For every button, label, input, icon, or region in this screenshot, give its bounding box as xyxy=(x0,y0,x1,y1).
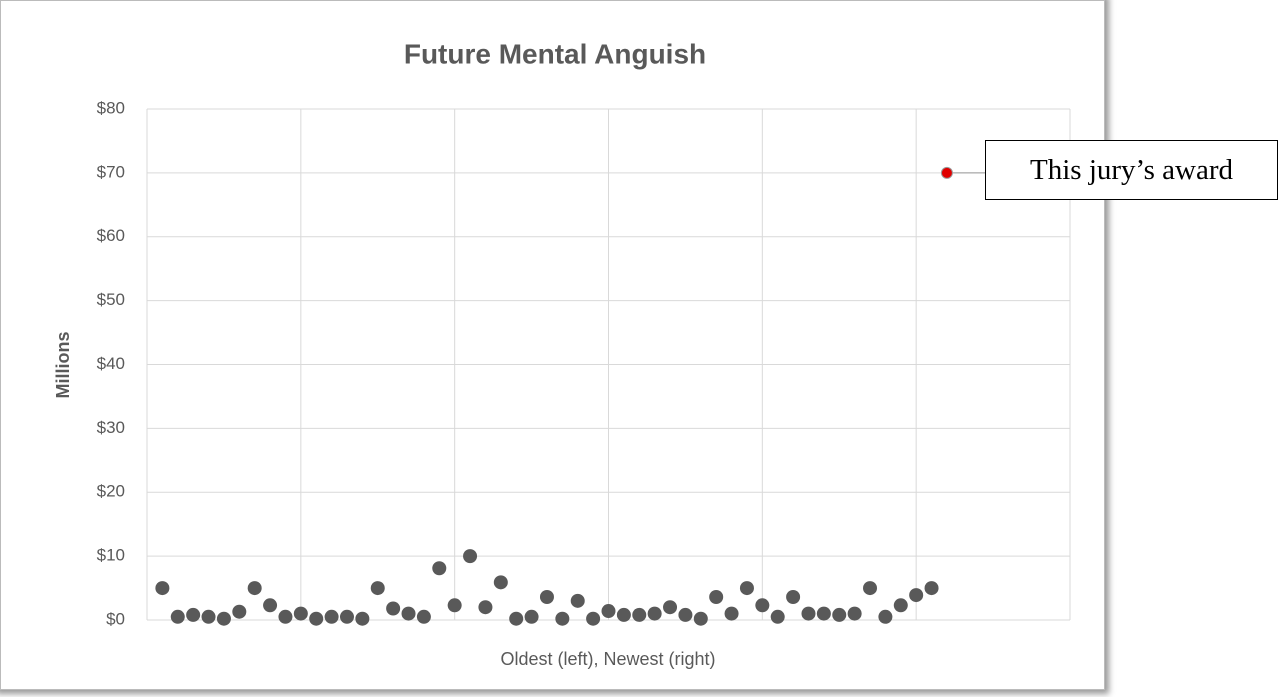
data-point xyxy=(693,611,708,626)
data-point xyxy=(155,581,170,596)
data-point xyxy=(278,609,293,624)
data-point xyxy=(386,601,401,616)
data-point xyxy=(601,604,616,619)
data-point xyxy=(293,606,308,621)
annotation: This jury’s award xyxy=(985,140,1278,200)
data-point xyxy=(463,549,478,564)
y-tick-label: $20 xyxy=(97,482,125,501)
data-point xyxy=(616,607,631,622)
data-point xyxy=(339,609,354,624)
data-point xyxy=(370,581,385,596)
data-point xyxy=(524,609,539,624)
chart-frame xyxy=(0,0,1105,690)
data-point xyxy=(432,561,447,576)
data-point xyxy=(816,606,831,621)
data-point xyxy=(909,588,924,603)
data-point xyxy=(878,609,893,624)
data-point xyxy=(539,590,554,605)
data-point xyxy=(309,611,324,626)
data-point xyxy=(801,606,816,621)
data-point xyxy=(416,609,431,624)
y-tick-label: $30 xyxy=(97,418,125,437)
data-point xyxy=(401,606,416,621)
y-tick-label: $10 xyxy=(97,546,125,565)
data-point xyxy=(570,593,585,608)
data-point xyxy=(170,609,185,624)
data-point xyxy=(493,575,508,590)
chart-title: Future Mental Anguish xyxy=(404,38,706,69)
data-point xyxy=(940,166,953,179)
data-point xyxy=(863,581,878,596)
data-point xyxy=(709,590,724,605)
data-point xyxy=(355,611,370,626)
y-axis-label: Millions xyxy=(53,332,73,399)
data-point xyxy=(847,606,862,621)
y-tick-label: $0 xyxy=(106,609,125,628)
data-point xyxy=(509,611,524,626)
y-tick-label: $70 xyxy=(97,162,125,181)
data-point xyxy=(739,581,754,596)
data-point xyxy=(263,598,278,613)
data-point xyxy=(232,604,247,619)
data-point xyxy=(786,590,801,605)
data-point xyxy=(924,581,939,596)
y-tick-label: $80 xyxy=(97,98,125,117)
data-point xyxy=(678,607,693,622)
data-point xyxy=(832,607,847,622)
data-point xyxy=(755,598,770,613)
data-point xyxy=(201,609,216,624)
data-point xyxy=(555,611,570,626)
data-point xyxy=(647,606,662,621)
data-point xyxy=(632,607,647,622)
y-tick-label: $50 xyxy=(97,290,125,309)
y-tick-label: $40 xyxy=(97,354,125,373)
data-point xyxy=(247,581,262,596)
data-point xyxy=(186,607,201,622)
data-point xyxy=(893,598,908,613)
data-point xyxy=(216,611,231,626)
data-point xyxy=(447,598,462,613)
data-point xyxy=(324,609,339,624)
data-point xyxy=(724,606,739,621)
data-point xyxy=(770,609,785,624)
data-point xyxy=(663,600,678,615)
x-axis-label: Oldest (left), Newest (right) xyxy=(500,649,715,669)
y-tick-label: $60 xyxy=(97,226,125,245)
data-point xyxy=(478,600,493,615)
data-point xyxy=(586,611,601,626)
